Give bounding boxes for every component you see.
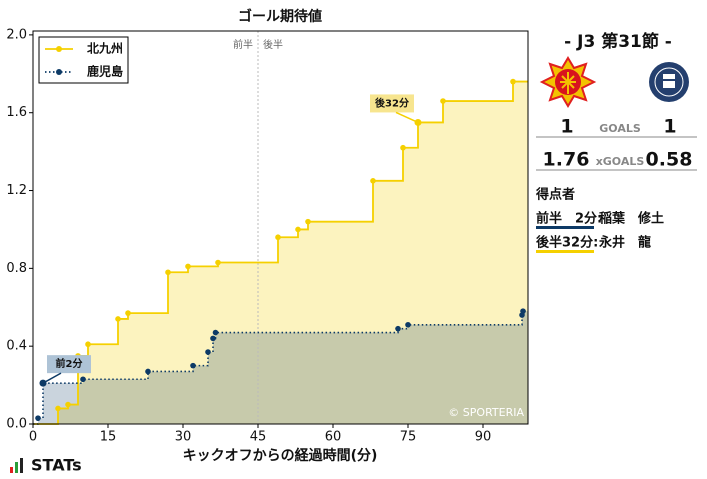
logo-text: STATs bbox=[31, 456, 82, 475]
annotation-arrow bbox=[395, 111, 419, 124]
y-tick-label: 0.4 bbox=[6, 339, 27, 354]
xg-point bbox=[85, 341, 91, 348]
xg-point bbox=[275, 234, 281, 241]
scorer-time: 前半 2分: bbox=[536, 211, 602, 227]
xg-point bbox=[212, 329, 219, 336]
x-tick-label: 0 bbox=[29, 430, 37, 445]
goal-point bbox=[414, 118, 422, 126]
xg-point bbox=[370, 178, 376, 184]
xg-point bbox=[305, 218, 311, 225]
annotation-box bbox=[370, 94, 414, 113]
away-goals: 1 bbox=[663, 116, 676, 138]
plot-frame bbox=[32, 30, 529, 425]
x-tick-label: 60 bbox=[325, 430, 342, 445]
x-tick-label: 30 bbox=[175, 430, 192, 445]
x-tick-label: 90 bbox=[475, 430, 492, 445]
annotation-box bbox=[47, 355, 91, 374]
scorer-underline bbox=[536, 226, 594, 229]
scorer-underline bbox=[536, 250, 594, 253]
xg-point bbox=[520, 308, 526, 314]
xg-point bbox=[125, 310, 131, 316]
goals-label: GOALS bbox=[599, 122, 641, 135]
home-xg: 1.76 bbox=[543, 149, 590, 171]
y-tick-label: 0.0 bbox=[6, 417, 27, 432]
away-crest bbox=[649, 62, 689, 102]
legend-marker bbox=[56, 46, 62, 52]
xg-point bbox=[65, 401, 71, 408]
legend-label: 北九州 bbox=[87, 41, 123, 56]
xg-point bbox=[405, 321, 411, 328]
logo: STATs bbox=[10, 456, 82, 475]
x-axis-title: キックオフからの経過時間(分) bbox=[183, 447, 378, 464]
legend-box bbox=[38, 36, 129, 84]
match-title: - J3 第31節 - bbox=[564, 31, 672, 52]
xg-point bbox=[210, 335, 216, 342]
annotation-text: 後32分 bbox=[375, 96, 409, 109]
chart-title: ゴール期待値 bbox=[238, 8, 322, 25]
area bbox=[33, 311, 528, 424]
credit: © SPORTERIA bbox=[448, 406, 524, 419]
xg-point bbox=[55, 405, 61, 412]
xg-point bbox=[440, 98, 446, 104]
xg-point bbox=[190, 362, 196, 369]
x-tick-label: 75 bbox=[400, 430, 417, 445]
xg-point bbox=[80, 376, 86, 383]
legend-label: 鹿児島 bbox=[87, 64, 123, 79]
half-label: 後半 bbox=[263, 38, 283, 51]
home-crest bbox=[539, 56, 597, 108]
x-tick-label: 15 bbox=[100, 430, 117, 445]
xg-point bbox=[205, 349, 211, 355]
scorer-name: 稲葉 修土 bbox=[599, 211, 664, 227]
legend-marker bbox=[56, 69, 62, 75]
xg-point bbox=[215, 259, 221, 266]
scorers-title: 得点者 bbox=[535, 187, 575, 203]
y-tick-label: 1.6 bbox=[6, 105, 27, 120]
x-tick-label: 45 bbox=[250, 430, 267, 445]
y-tick-label: 0.8 bbox=[6, 261, 27, 276]
xg-point bbox=[145, 368, 151, 375]
xg-point bbox=[35, 415, 41, 421]
y-tick-label: 2.0 bbox=[6, 27, 27, 42]
y-tick-label: 1.2 bbox=[6, 183, 27, 198]
scorer-name: 永井 龍 bbox=[598, 235, 651, 251]
xgoals-label: xGOALS bbox=[596, 155, 645, 168]
area bbox=[33, 81, 528, 424]
xg-point bbox=[510, 78, 516, 85]
xg-point bbox=[185, 263, 191, 270]
scorer-time: 後半32分: bbox=[536, 235, 598, 251]
goal-point bbox=[39, 379, 47, 387]
xg-point bbox=[115, 316, 121, 322]
xg-point bbox=[165, 269, 171, 276]
xg-point bbox=[295, 226, 301, 233]
xg-point bbox=[395, 325, 401, 332]
xg-point bbox=[400, 144, 406, 151]
annotation-text: 前2分 bbox=[56, 357, 83, 370]
home-goals: 1 bbox=[560, 116, 573, 138]
away-xg: 0.58 bbox=[646, 149, 693, 171]
half-label: 前半 bbox=[233, 38, 253, 51]
